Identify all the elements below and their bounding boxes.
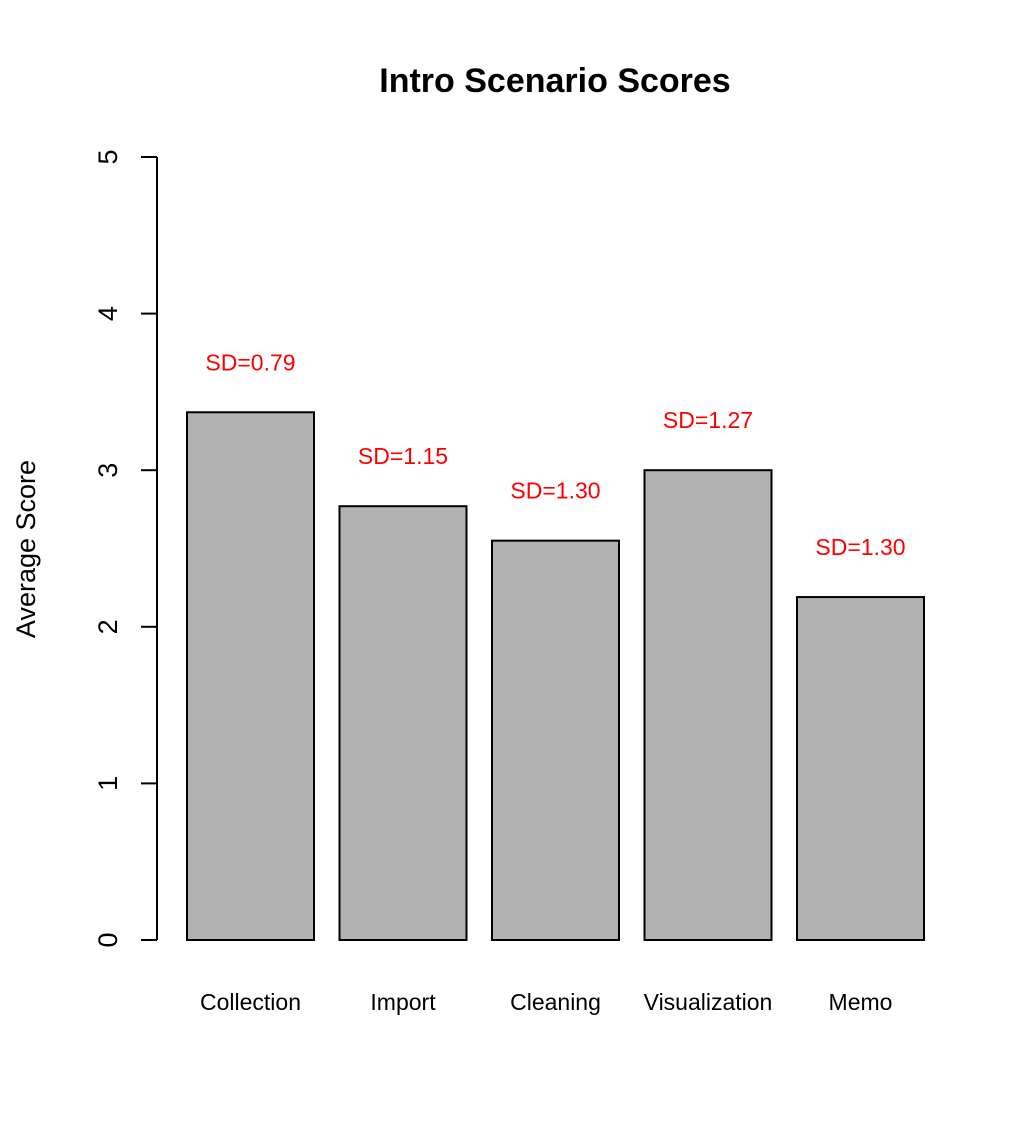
- x-tick-label: Visualization: [644, 989, 773, 1015]
- y-tick-label: 0: [93, 932, 123, 947]
- y-axis: 0 1 2 3 4 5: [93, 149, 158, 948]
- bars-group: [186, 411, 925, 942]
- x-category-labels: Collection Import Cleaning Visualization Mem…: [200, 989, 892, 1015]
- y-axis-label: Average Score: [11, 460, 41, 638]
- y-tick-label: 2: [93, 619, 123, 634]
- y-tick-label: 1: [93, 776, 123, 791]
- sd-label: SD=0.79: [205, 349, 295, 375]
- sd-label: SD=1.30: [510, 478, 600, 504]
- y-tick-label: 4: [93, 306, 123, 321]
- sd-annotations: SD=0.79 SD=1.15 SD=1.30 SD=1.27 SD=1.30: [205, 349, 905, 560]
- bar-import: [338, 505, 468, 941]
- y-tick-label: 3: [93, 463, 123, 478]
- y-tick-label: 5: [93, 149, 123, 164]
- bar-visualization: [643, 469, 773, 941]
- x-tick-label: Collection: [200, 989, 301, 1015]
- sd-label: SD=1.15: [358, 443, 448, 469]
- x-tick-label: Cleaning: [510, 989, 601, 1015]
- bar-collection: [186, 411, 315, 941]
- x-tick-label: Memo: [829, 989, 893, 1015]
- bar-memo: [796, 596, 925, 942]
- sd-label: SD=1.30: [815, 534, 905, 560]
- x-tick-label: Import: [370, 989, 436, 1015]
- sd-label: SD=1.27: [663, 407, 753, 433]
- bar-cleaning: [491, 539, 620, 941]
- chart-title: Intro Scenario Scores: [379, 62, 730, 100]
